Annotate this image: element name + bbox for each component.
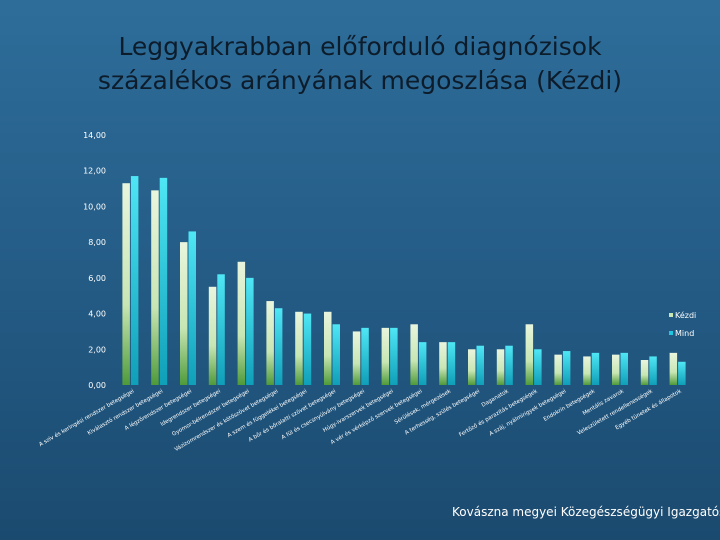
- bar-kezdi: [554, 354, 562, 385]
- legend-mind-swatch: [669, 331, 673, 335]
- y-tick-label: 8,00: [88, 238, 106, 247]
- bar-mind: [274, 308, 283, 385]
- bar-mind: [217, 274, 225, 385]
- y-tick-label: 0,00: [88, 381, 106, 390]
- bar-kezdi: [496, 349, 505, 385]
- bar-mind: [476, 345, 484, 385]
- chart-title-line2: százalékos arányának megoszlása (Kézdi): [97, 66, 623, 95]
- bar-mind: [447, 342, 456, 385]
- y-tick-label: 12,00: [83, 167, 106, 176]
- y-tick-label: 10,00: [83, 202, 106, 211]
- bar-kezdi: [525, 324, 534, 385]
- bar-mind: [332, 324, 340, 385]
- bar-kezdi: [583, 356, 591, 385]
- bar-kezdi: [295, 311, 303, 385]
- bar-kezdi: [410, 324, 418, 385]
- y-tick-label: 4,00: [88, 310, 106, 319]
- bar-mind: [188, 231, 196, 385]
- bar-kezdi: [352, 331, 361, 385]
- bar-kezdi: [468, 349, 476, 385]
- chart-title-line1: Leggyakrabban előforduló diagnózisok: [118, 32, 602, 61]
- bar-kezdi: [266, 301, 274, 385]
- bar-mind: [390, 327, 398, 385]
- bar-mind: [159, 177, 168, 385]
- y-tick-label: 2,00: [88, 345, 106, 354]
- bar-kezdi: [122, 183, 130, 385]
- footer-organization: Kovászna megyei Közegészségügyi Igazgató…: [452, 505, 720, 519]
- legend-mind-label: Mind: [675, 329, 694, 338]
- bar-kezdi: [640, 360, 649, 385]
- legend-kezdi-swatch: [669, 313, 673, 317]
- bar-mind: [620, 352, 628, 385]
- bar-kezdi: [180, 242, 188, 385]
- bar-kezdi: [439, 342, 447, 385]
- bar-mind: [303, 313, 312, 385]
- bar-mind: [130, 176, 139, 385]
- bar-mind: [418, 342, 427, 385]
- bar-kezdi: [151, 190, 159, 385]
- bar-mind: [246, 277, 254, 385]
- bar-mind: [649, 356, 657, 385]
- bar-mind: [534, 349, 542, 385]
- legend-kezdi-label: Kézdi: [675, 310, 696, 320]
- y-tick-label: 6,00: [88, 274, 106, 283]
- bar-mind: [591, 352, 600, 385]
- y-tick-label: 14,00: [83, 131, 106, 140]
- bar-mind: [361, 327, 369, 385]
- x-tick-label: Vázizomrendszer és kötőszövet betegségei: [173, 387, 280, 453]
- bar-mind: [562, 351, 571, 385]
- bar-kezdi: [324, 311, 332, 385]
- bar-kezdi: [669, 352, 678, 385]
- bar-mind: [678, 361, 686, 385]
- bar-kezdi: [208, 286, 217, 385]
- x-tick-label: Endokrin betegségek: [542, 387, 597, 423]
- bar-mind: [505, 345, 513, 385]
- chart-title: Leggyakrabban előforduló diagnózisok szá…: [0, 30, 720, 98]
- bar-kezdi: [612, 354, 620, 385]
- bar-kezdi: [381, 327, 390, 385]
- bar-kezdi: [237, 261, 246, 385]
